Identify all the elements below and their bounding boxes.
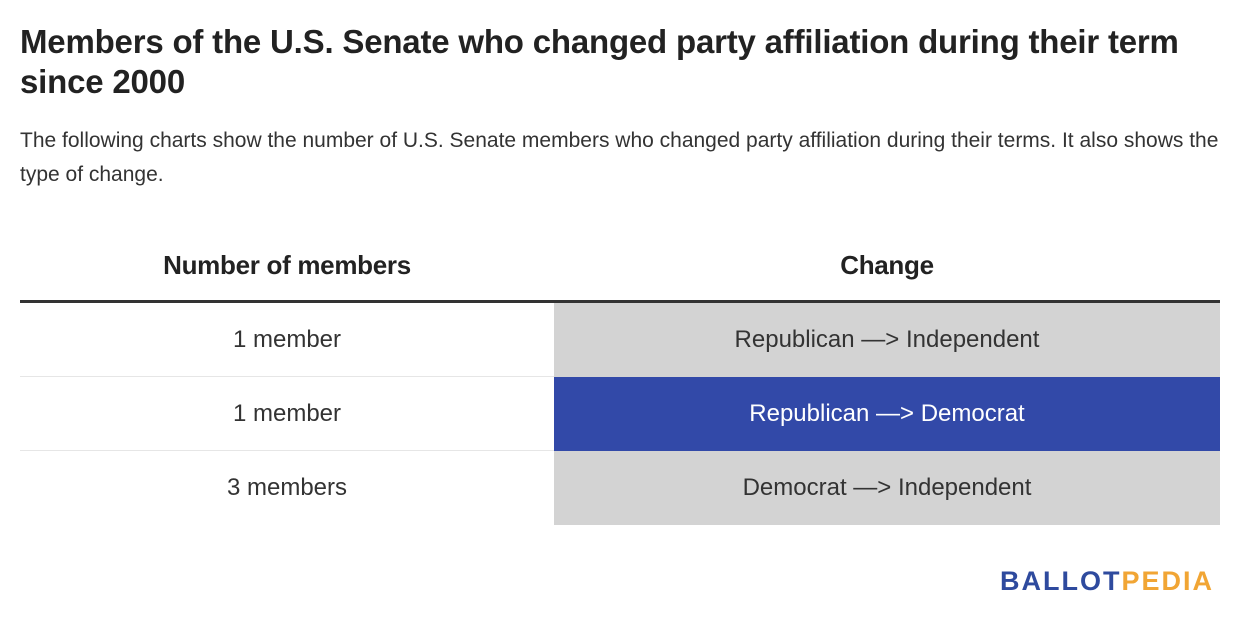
change-type-cell: Republican —> Democrat [554,377,1220,451]
ballotpedia-logo: BALLOTPEDIA [1000,566,1214,597]
chart-title: Members of the U.S. Senate who changed p… [20,23,1179,100]
column-header-number-of-members: Number of members [163,249,411,280]
table-row: 3 members Democrat —> Independent [20,451,1220,525]
logo-text-pedia: PEDIA [1121,566,1214,596]
member-count-cell: 1 member [20,377,554,451]
logo-text-ballot: BALLOT [999,566,1122,596]
table-row: 1 member Republican —> Independent [20,303,1220,377]
member-count-cell: 1 member [20,303,554,377]
change-type-cell: Democrat —> Independent [554,451,1220,525]
column-header-change: Change [840,249,934,280]
table-body: 1 member Republican —> Independent 1 mem… [20,303,1220,525]
member-count-cell: 3 members [226,474,348,501]
table-header: Number of members Change [20,230,1220,303]
change-type-cell: Republican —> Independent [554,303,1220,377]
party-change-table: Number of members Change 1 member Republ… [20,230,1220,525]
table-row: 1 member Republican —> Democrat [20,377,1220,451]
chart-subtitle: The following charts show the number of … [20,129,1219,186]
